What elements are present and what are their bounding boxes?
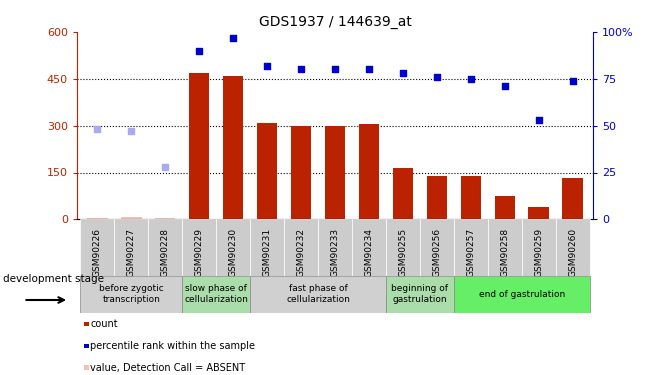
Bar [80,219,115,276]
Point [295,66,306,72]
Bar [182,276,250,313]
Point [364,66,375,72]
Text: GSM90230: GSM90230 [228,228,238,277]
Bar [216,219,250,276]
Text: GSM90234: GSM90234 [364,228,373,277]
Text: GSM90231: GSM90231 [263,228,271,277]
Text: development stage: development stage [3,274,105,284]
Bar [155,218,176,219]
Title: GDS1937 / 144639_at: GDS1937 / 144639_at [259,15,411,30]
Bar [562,178,583,219]
Text: GSM90233: GSM90233 [330,228,340,277]
Point [262,63,273,69]
Bar [427,176,447,219]
Text: value, Detection Call = ABSENT: value, Detection Call = ABSENT [90,363,245,372]
Text: beginning of
gastrulation: beginning of gastrulation [391,284,448,304]
Point [533,117,544,123]
Bar [358,124,379,219]
Bar [257,123,277,219]
Bar [522,219,555,276]
Point [92,126,103,132]
Text: GSM90256: GSM90256 [432,228,442,277]
Text: GSM90232: GSM90232 [297,228,306,277]
Bar [189,72,210,219]
Point [431,74,442,80]
Bar [460,176,481,219]
Text: GSM90226: GSM90226 [93,228,102,277]
Bar [284,219,318,276]
Bar [488,219,522,276]
Text: GSM90257: GSM90257 [466,228,475,277]
Bar [250,219,284,276]
Bar [420,219,454,276]
Point [330,66,340,72]
Bar [386,276,454,313]
Bar [80,276,182,313]
Bar [454,219,488,276]
Point [567,78,578,84]
Point [194,48,204,54]
Bar [352,219,386,276]
Bar [386,219,420,276]
Bar [494,196,515,219]
Text: GSM90227: GSM90227 [127,228,136,277]
Text: percentile rank within the sample: percentile rank within the sample [90,341,255,351]
Point [397,70,408,76]
Bar [529,207,549,219]
Bar [318,219,352,276]
Bar [182,219,216,276]
Text: GSM90259: GSM90259 [534,228,543,277]
Point [499,83,510,89]
Text: GSM90258: GSM90258 [500,228,509,277]
Point [126,128,137,134]
Point [160,164,171,170]
Text: fast phase of
cellularization: fast phase of cellularization [286,284,350,304]
Text: count: count [90,319,118,329]
Text: slow phase of
cellularization: slow phase of cellularization [184,284,248,304]
Text: GSM90260: GSM90260 [568,228,577,277]
Bar [454,276,590,313]
Bar [148,219,182,276]
Bar [250,276,386,313]
Text: GSM90229: GSM90229 [195,228,204,277]
Bar [121,217,141,219]
Point [228,34,239,40]
Point [466,76,476,82]
Text: before zygotic
transcription: before zygotic transcription [99,284,163,304]
Bar [223,76,243,219]
Bar [87,218,108,219]
Bar [555,219,590,276]
Text: GSM90255: GSM90255 [399,228,407,277]
Bar [393,168,413,219]
Text: GSM90228: GSM90228 [161,228,170,277]
Bar [291,126,312,219]
Bar [325,126,345,219]
Text: end of gastrulation: end of gastrulation [478,290,565,299]
Bar [115,219,148,276]
